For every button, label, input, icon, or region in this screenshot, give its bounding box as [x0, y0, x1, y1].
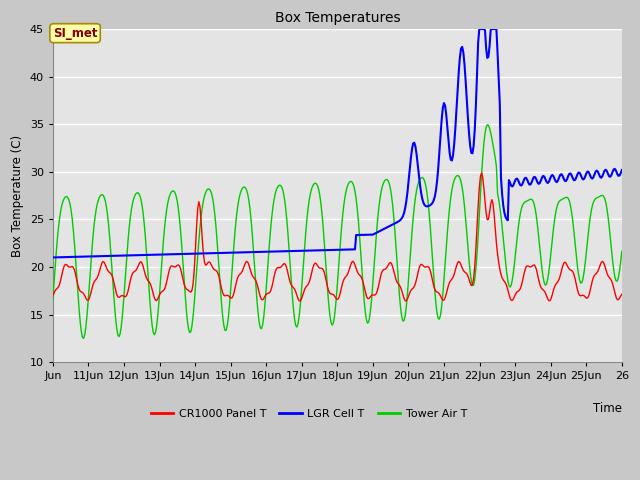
LGR Cell T	[319, 247, 327, 253]
LGR Cell T	[516, 182, 524, 188]
CR1000 Panel T	[324, 285, 332, 290]
Text: SI_met: SI_met	[53, 27, 97, 40]
Title: Box Temperatures: Box Temperatures	[275, 11, 400, 25]
LGR Cell T	[476, 26, 483, 32]
CR1000 Panel T	[321, 269, 328, 275]
CR1000 Panel T	[49, 293, 57, 299]
Tower Air T	[483, 122, 491, 128]
Tower Air T	[321, 238, 328, 244]
CR1000 Panel T	[518, 282, 525, 288]
Line: LGR Cell T: LGR Cell T	[53, 29, 622, 257]
Line: Tower Air T: Tower Air T	[53, 125, 622, 338]
CR1000 Panel T	[358, 276, 365, 281]
LGR Cell T	[323, 247, 330, 253]
Tower Air T	[80, 336, 88, 341]
CR1000 Panel T	[618, 291, 626, 297]
CR1000 Panel T	[607, 276, 614, 282]
Tower Air T	[607, 236, 614, 242]
Line: CR1000 Panel T: CR1000 Panel T	[53, 173, 622, 301]
CR1000 Panel T	[388, 264, 396, 270]
Legend: CR1000 Panel T, LGR Cell T, Tower Air T: CR1000 Panel T, LGR Cell T, Tower Air T	[147, 404, 472, 423]
Tower Air T	[618, 248, 626, 254]
CR1000 Panel T	[296, 298, 304, 304]
Y-axis label: Box Temperature (C): Box Temperature (C)	[11, 134, 24, 257]
Tower Air T	[49, 297, 57, 303]
LGR Cell T	[49, 254, 57, 260]
CR1000 Panel T	[477, 170, 485, 176]
LGR Cell T	[605, 174, 613, 180]
LGR Cell T	[357, 232, 365, 238]
Tower Air T	[324, 288, 332, 293]
Tower Air T	[358, 266, 365, 272]
LGR Cell T	[388, 222, 396, 228]
Text: Time: Time	[593, 402, 622, 415]
Tower Air T	[518, 205, 525, 211]
Tower Air T	[388, 202, 396, 208]
LGR Cell T	[618, 167, 626, 173]
